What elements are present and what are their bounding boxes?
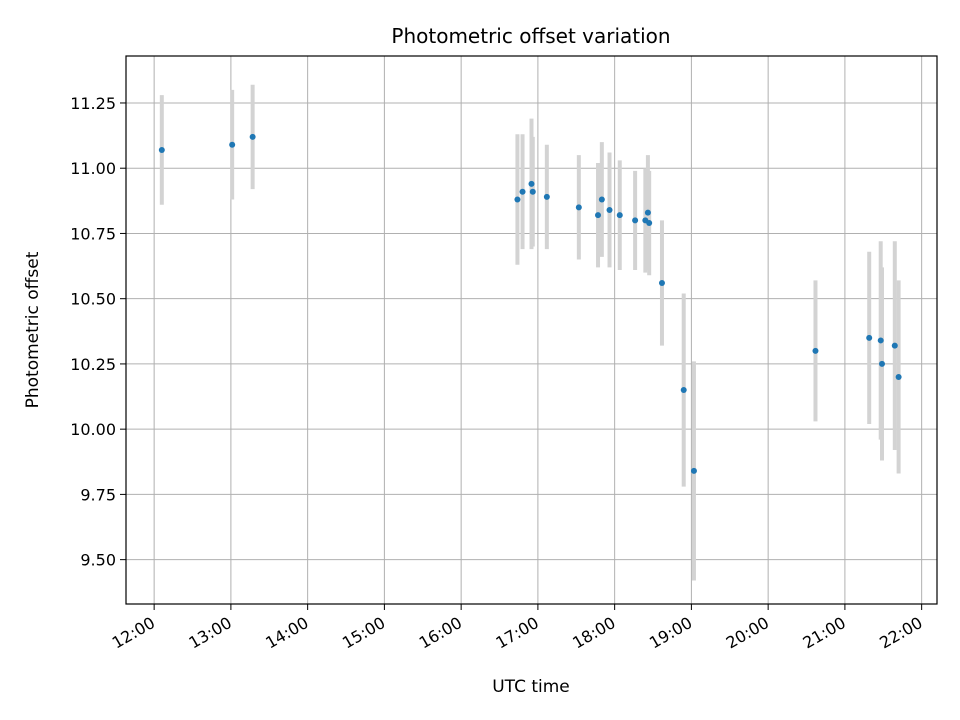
chart-title: Photometric offset variation [391,24,670,48]
plot-frame [125,55,938,605]
x-tick-label: 19:00 [646,613,695,653]
data-point [595,212,602,219]
data-point [658,280,665,287]
y-tick-label: 9.50 [80,551,116,570]
data-point [528,180,535,187]
data-point [891,342,898,349]
y-tick-label: 11.25 [70,94,116,113]
y-tick-label: 11.00 [70,159,116,178]
data-point [529,188,536,195]
y-axis-ticks: 9.50 9.75 10.00 10.25 10.50 10.75 11.00 11.25 [70,94,126,570]
data-point [644,209,651,216]
x-tick-label: 22:00 [876,613,925,653]
x-tick-label: 13:00 [185,613,234,653]
data-point [543,193,550,200]
data-point [632,217,639,224]
x-axis-title: UTC time [492,677,570,697]
y-tick-label: 10.75 [70,224,116,243]
x-tick-label: 14:00 [262,613,311,653]
data-point [616,212,623,219]
y-tick-label: 10.25 [70,355,116,374]
x-tick-label: 18:00 [569,613,618,653]
data-points [158,133,902,474]
x-tick-label: 21:00 [799,613,848,653]
x-tick-label: 15:00 [339,613,388,653]
error-bars [159,84,901,581]
data-point [158,146,165,153]
y-tick-label: 10.50 [70,290,116,309]
data-point [519,188,526,195]
x-axis-ticks: 12:00 13:00 14:00 15:00 16:00 17:00 18:00 19:00… [109,604,926,653]
data-point [680,387,687,394]
y-tick-label: 9.75 [80,485,116,504]
x-tick-label: 12:00 [109,613,158,653]
x-tick-label: 20:00 [723,613,772,653]
data-point [878,360,885,367]
data-point [866,334,873,341]
data-point [877,337,884,344]
data-point [812,347,819,354]
data-point [598,196,605,203]
data-point [249,133,256,140]
x-tick-label: 16:00 [416,613,465,653]
data-point [646,220,653,227]
data-point [690,467,697,474]
x-tick-label: 17:00 [492,613,541,653]
y-tick-label: 10.00 [70,420,116,439]
data-point [895,373,902,380]
data-point [514,196,521,203]
data-point [606,206,613,213]
data-point [575,204,582,211]
data-point [229,141,236,148]
y-axis-title: Photometric offset [23,251,43,408]
